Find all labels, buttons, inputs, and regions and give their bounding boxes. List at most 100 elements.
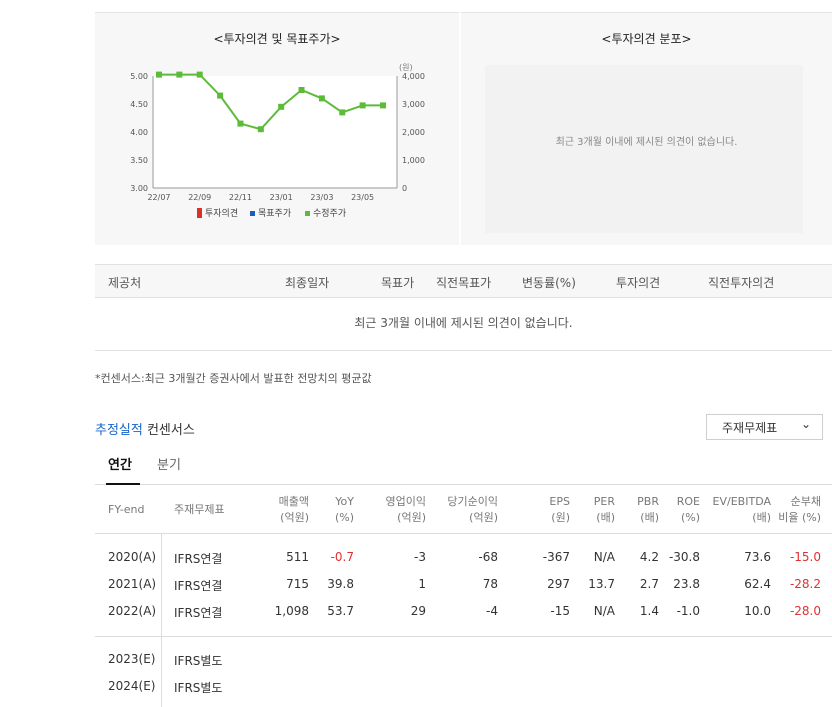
cell-ev-ebitda: 73.6 xyxy=(744,550,771,564)
cell-net-income: 78 xyxy=(482,577,498,591)
table-row: 2022(A) IFRS연결 1,098 53.7 29 -4 -15 N/A … xyxy=(95,599,832,626)
chart-legend-swatch xyxy=(250,211,255,216)
chart-point xyxy=(156,71,162,78)
actual-estimate-divider xyxy=(95,636,832,637)
cell-operating-profit: 1 xyxy=(418,577,426,591)
cell-pbr: 4.2 xyxy=(639,550,659,564)
col-net-debt-ratio: 순부채 비율 (%) xyxy=(778,495,821,524)
col-prev-opinion: 직전투자의견 xyxy=(708,276,775,290)
cell-operating-profit: 29 xyxy=(410,604,426,618)
chart-y-right-tick: 4,000 xyxy=(402,72,425,81)
col-ev-ebitda: EV/EBITDA (배) xyxy=(712,495,771,524)
col-provider: 제공처 xyxy=(108,276,142,290)
tab-annual[interactable]: 연간 xyxy=(106,456,140,485)
cell-net-debt-ratio: -28.0 xyxy=(789,604,821,618)
distribution-panel-title: <투자의견 분포> xyxy=(601,32,692,46)
col-roe: ROE (%) xyxy=(676,495,700,524)
chart-y-right-tick: 2,000 xyxy=(402,128,425,137)
cell-statement: IFRS연결 xyxy=(174,579,223,593)
col-operating-profit: 영업이익 (억원) xyxy=(385,495,426,524)
chart-y-right-tick: 1,000 xyxy=(402,156,425,165)
chart-point xyxy=(176,71,183,78)
chart-legend-label: 목표주가 xyxy=(258,208,291,219)
consensus-note: *컨센서스:최근 3개월간 증권사에서 발표한 전망치의 평균값 xyxy=(95,372,372,385)
cell-roe: -30.8 xyxy=(668,550,700,564)
chart-legend-label: 투자의견 xyxy=(205,207,238,219)
chart-point xyxy=(380,102,386,109)
chart-y-right-unit: (원) xyxy=(399,63,413,72)
cell-per: N/A xyxy=(593,604,615,618)
consensus-section-title: 추정실적 컨센서스 xyxy=(95,419,195,438)
col-yoy: YoY (%) xyxy=(334,495,354,524)
col-prev-target-price: 직전목표가 xyxy=(436,276,492,290)
consensus-title-rest: 컨센서스 xyxy=(142,423,195,438)
col-pbr: PBR (배) xyxy=(637,495,659,524)
chart-point xyxy=(339,109,346,116)
distribution-chart-area xyxy=(485,65,803,233)
cell-statement: IFRS별도 xyxy=(174,681,223,695)
cell-operating-profit: -3 xyxy=(414,550,426,564)
col-change-rate: 변동률(%) xyxy=(522,276,576,290)
cell-pbr: 1.4 xyxy=(639,604,659,618)
chart-point xyxy=(196,71,203,78)
chart-y-left-tick: 4.50 xyxy=(130,100,148,109)
chart-x-tick: 22/11 xyxy=(229,193,252,202)
chart-x-tick: 22/09 xyxy=(188,193,211,202)
cell-roe: -1.0 xyxy=(676,604,700,618)
chart-x-tick: 23/05 xyxy=(351,193,374,202)
col-statement: 주재무제표 xyxy=(174,503,225,516)
cell-fy: 2020(A) xyxy=(108,550,157,564)
cell-fy: 2021(A) xyxy=(108,577,157,591)
chart-plot-area xyxy=(153,76,397,188)
cell-eps: -367 xyxy=(542,550,570,564)
opinion-table-empty-message: 최근 3개월 이내에 제시된 의견이 없습니다. xyxy=(95,297,832,351)
cell-fy: 2023(E) xyxy=(108,652,156,666)
chart-x-tick: 22/07 xyxy=(147,193,170,202)
opinion-distribution-panel: <투자의견 분포> 최근 3개월 이내에 제시된 의견이 없습니다. xyxy=(461,12,832,245)
chart-legend-label: 수정주가 xyxy=(313,208,346,219)
cell-yoy: 53.7 xyxy=(327,604,354,618)
col-target-price: 목표가 xyxy=(381,276,415,290)
chart-series-line xyxy=(159,73,383,131)
chart-point xyxy=(237,120,244,127)
chart-y-left-tick: 5.00 xyxy=(130,72,148,81)
cell-eps: 297 xyxy=(547,577,570,591)
cell-ev-ebitda: 62.4 xyxy=(744,577,771,591)
col-eps: EPS (원) xyxy=(549,495,570,524)
cell-per: N/A xyxy=(593,550,615,564)
cell-roe: 23.8 xyxy=(673,577,700,591)
cell-net-debt-ratio: -15.0 xyxy=(789,550,821,564)
table-row: 2021(A) IFRS연결 715 39.8 1 78 297 13.7 2.… xyxy=(95,572,832,599)
chart-point xyxy=(298,87,305,93)
chart-y-left-tick: 3.00 xyxy=(130,184,148,193)
cell-fy: 2024(E) xyxy=(108,679,156,693)
chart-y-right-tick: 3,000 xyxy=(402,100,425,109)
cell-fy: 2022(A) xyxy=(108,604,157,618)
opinion-panel-title: <투자의견 및 목표주가> xyxy=(213,32,341,46)
distribution-empty-message: 최근 3개월 이내에 제시된 의견이 없습니다. xyxy=(555,137,738,148)
col-per: PER (배) xyxy=(593,495,615,524)
chart-x-tick: 23/03 xyxy=(310,193,333,202)
cell-per: 13.7 xyxy=(588,577,615,591)
chart-legend-swatch xyxy=(305,211,310,216)
col-sales: 매출액 (억원) xyxy=(278,495,309,524)
cell-statement: IFRS별도 xyxy=(174,654,223,668)
cell-yoy: -0.7 xyxy=(330,550,354,564)
cell-net-income: -68 xyxy=(478,550,498,564)
chart-point xyxy=(217,92,224,99)
table-row: 2023(E) IFRS별도 xyxy=(95,647,832,674)
chart-point xyxy=(257,126,264,133)
chart-point xyxy=(278,103,285,110)
statement-type-select[interactable]: 주재무제표 ⌄ xyxy=(706,414,823,440)
table-row: 2024(E) IFRS별도 xyxy=(95,674,832,701)
statement-type-value: 주재무제표 xyxy=(722,421,778,435)
cell-sales: 715 xyxy=(286,577,309,591)
cell-statement: IFRS연결 xyxy=(174,606,223,620)
chart-y-left-tick: 3.50 xyxy=(130,156,148,165)
cell-eps: -15 xyxy=(550,604,570,618)
table-column-divider xyxy=(161,533,162,707)
consensus-table-header: FY-end 주재무제표 매출액 (억원) YoY (%) 영업이익 (억원) 당기순… xyxy=(95,485,832,534)
col-last-date: 최종일자 xyxy=(285,276,330,290)
cell-sales: 1,098 xyxy=(274,604,309,618)
tab-quarterly[interactable]: 분기 xyxy=(157,458,181,473)
